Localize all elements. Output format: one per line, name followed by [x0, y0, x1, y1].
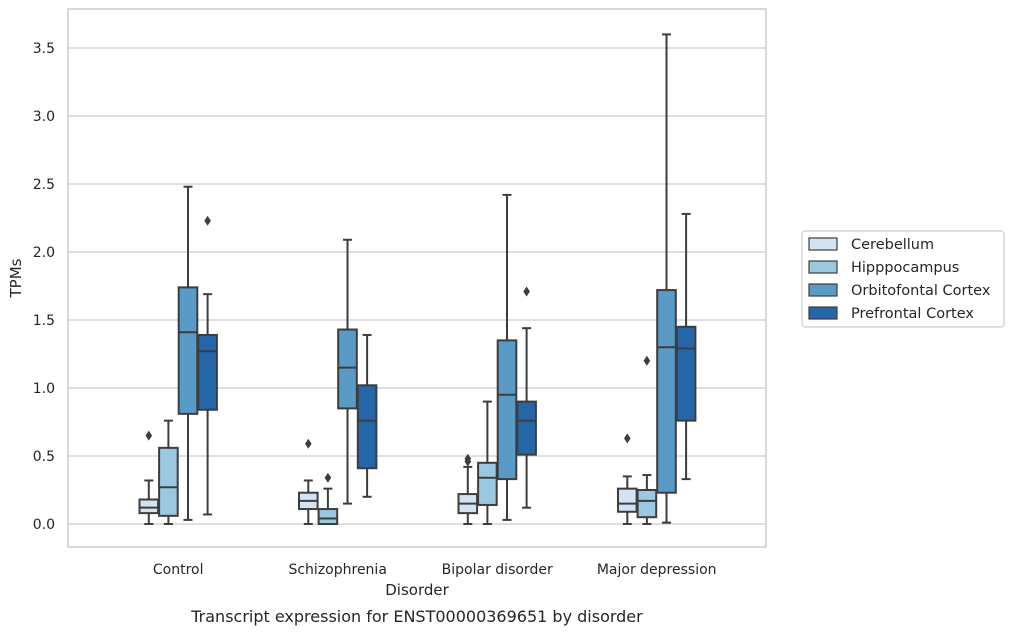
box-orbitofontal-cortex: [337, 238, 358, 505]
plot-frame: [67, 8, 767, 548]
box-iqr: [636, 489, 658, 519]
box-hipppocampus: [477, 400, 498, 525]
box-hipppocampus: [158, 419, 179, 525]
legend-swatch: [808, 260, 838, 274]
box-iqr: [158, 446, 179, 517]
legend-frame: [801, 230, 1005, 328]
box-iqr: [477, 461, 498, 506]
outlier-point: [204, 215, 211, 226]
y-axis-label: TPMs: [7, 258, 25, 298]
box-iqr: [317, 508, 339, 526]
y-tick-label: 0.5: [33, 449, 55, 465]
y-tick-label: 2.5: [33, 177, 55, 193]
box-orbitofontal-cortex: [177, 185, 199, 521]
y-tick-label: 0.0: [33, 517, 55, 533]
box-cerebellum: [138, 430, 160, 525]
box-iqr: [197, 333, 218, 411]
x-tick-label: Schizophrenia: [288, 562, 386, 578]
box-prefrontal-cortex: [516, 286, 537, 509]
box-iqr: [138, 498, 160, 515]
legend-swatch: [808, 283, 838, 297]
box-orbitofontal-cortex: [656, 33, 677, 524]
legend-label: Prefrontal Cortex: [851, 306, 974, 322]
outlier-point: [523, 286, 530, 297]
box-prefrontal-cortex: [356, 333, 378, 498]
box-cerebellum: [617, 433, 638, 525]
legend: Cerebellum Hipppocampus Orbitofontal Corte…: [801, 230, 1005, 328]
box-iqr: [656, 289, 677, 494]
y-tick-label: 1.5: [33, 313, 55, 329]
box-orbitofontal-cortex: [496, 193, 518, 521]
legend-label: Cerebellum: [851, 237, 934, 253]
x-tick-labels: Control Schizophrenia Bipolar disorder Majo…: [153, 562, 717, 578]
box-prefrontal-cortex: [675, 212, 697, 481]
legend-swatch: [808, 306, 838, 320]
x-axis-label: Disorder: [385, 581, 449, 599]
box-iqr: [337, 328, 358, 410]
y-tick-label: 3.0: [33, 109, 55, 125]
x-tick-label: Bipolar disorder: [442, 562, 553, 578]
outlier-point: [643, 355, 651, 366]
box-iqr: [675, 325, 697, 422]
box-hipppocampus: [317, 472, 339, 526]
outlier-point: [145, 430, 153, 441]
chart-caption: Transcript expression for ENST0000036965…: [190, 607, 643, 626]
box-iqr: [356, 384, 378, 470]
y-tick-labels: 0.0 0.5 1.0 1.5 2.0 2.5 3.0 3.5: [33, 41, 55, 533]
x-tick-label: Major depression: [597, 562, 717, 578]
outlier-point: [464, 453, 472, 464]
outlier-point: [305, 438, 312, 449]
box-iqr: [496, 339, 518, 481]
x-tick-label: Control: [153, 562, 204, 578]
outlier-point: [624, 433, 631, 444]
y-tick-label: 1.0: [33, 381, 55, 397]
y-tick-label: 3.5: [33, 41, 55, 57]
box-cerebellum: [457, 453, 479, 525]
legend-label: Orbitofontal Cortex: [851, 283, 991, 299]
box-iqr: [177, 286, 199, 415]
box-cerebellum: [298, 438, 319, 525]
y-tick-label: 2.0: [33, 245, 55, 261]
box-hipppocampus: [636, 355, 658, 525]
box-iqr: [516, 400, 537, 456]
box-prefrontal-cortex: [197, 215, 218, 516]
outlier-point: [324, 472, 332, 483]
legend-label: Hipppocampus: [851, 260, 959, 276]
box-iqr: [617, 487, 638, 513]
legend-swatch: [808, 237, 838, 251]
plot-boxes: [138, 33, 697, 526]
